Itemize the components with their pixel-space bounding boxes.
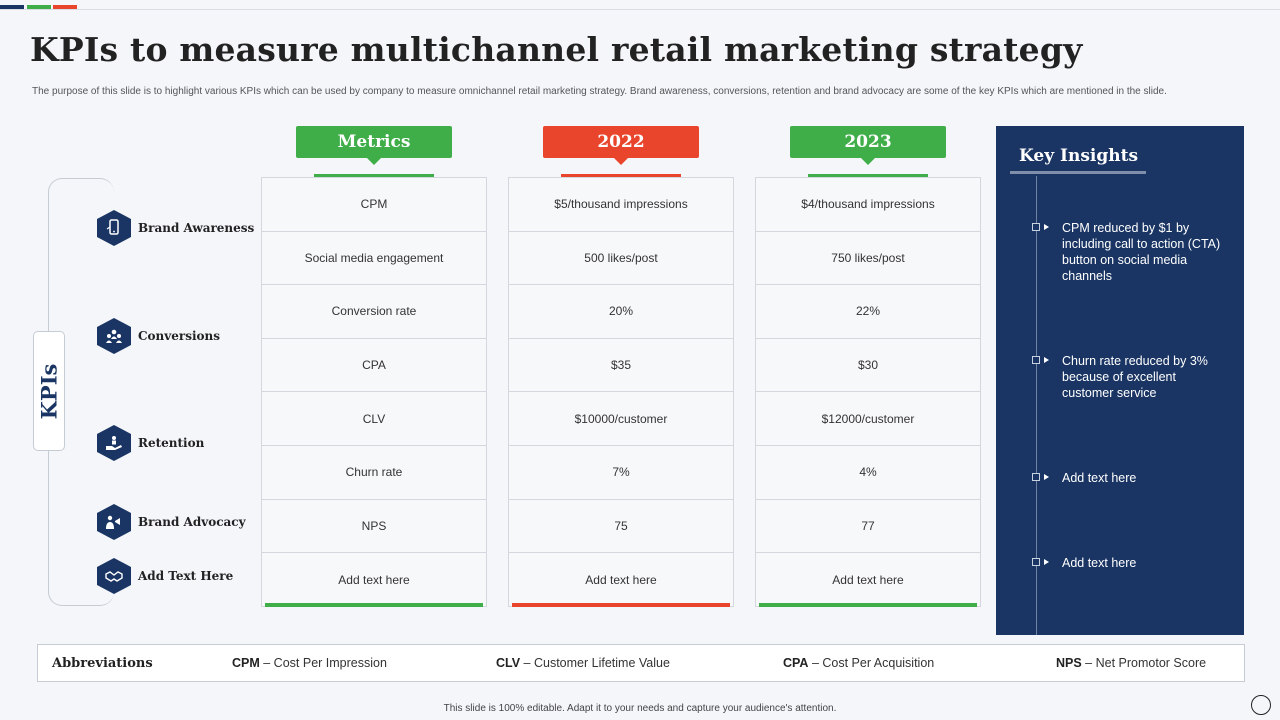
table-cell: 22% [756, 285, 980, 339]
abbreviation-key: CLV [496, 656, 521, 670]
abbreviations-bar: Abbreviations CPM – Cost Per Impression … [37, 644, 1245, 682]
column-body: CPM Social media engagement Conversion r… [261, 177, 487, 607]
kpi-label: Retention [138, 436, 205, 450]
kpi-label: Brand Advocacy [138, 515, 246, 529]
abbreviation-item: NPS – Net Promotor Score [1056, 656, 1206, 670]
kpi-label: Brand Awareness [138, 221, 255, 235]
kpi-label-text: KPIs [36, 363, 62, 419]
smartphone-icon [97, 210, 131, 246]
accent-green [27, 5, 51, 9]
kpi-vertical-label: KPIs [33, 331, 65, 451]
table-cell: Churn rate [262, 446, 486, 500]
table-cell: CLV [262, 392, 486, 446]
kpi-label: Add Text Here [138, 569, 234, 583]
abbreviation-key: NPS [1056, 656, 1082, 670]
kpi-label: Conversions [138, 329, 221, 343]
table-cell: Add text here [585, 572, 657, 587]
page-subtitle: The purpose of this slide is to highligh… [32, 86, 1167, 97]
kpi-item-add-text: Add Text Here [97, 558, 233, 594]
abbreviation-meaning: – Net Promotor Score [1081, 656, 1207, 670]
table-cell: $12000/customer [756, 392, 980, 446]
abbreviations-title: Abbreviations [52, 655, 153, 671]
column-underline [808, 174, 928, 177]
page-title: KPIs to measure multichannel retail mark… [30, 30, 1083, 69]
insight-text: CPM reduced by $1 by including call to a… [1062, 221, 1221, 283]
table-cell: Conversion rate [262, 285, 486, 339]
insight-item: Add text here [1032, 470, 1232, 486]
table-cell: $35 [509, 339, 733, 393]
key-insights-panel: Key Insights CPM reduced by $1 by includ… [996, 126, 1244, 635]
insights-underline [1010, 171, 1146, 174]
table-cell: 75 [509, 500, 733, 554]
insight-item: Add text here [1032, 555, 1232, 571]
bullet-icon [1032, 470, 1062, 484]
bullet-icon [1032, 555, 1062, 569]
column-body: $5/thousand impressions 500 likes/post 2… [508, 177, 734, 607]
top-accent-bar [0, 0, 1280, 10]
table-cell: Add text here [832, 572, 904, 587]
abbreviation-key: CPM [232, 656, 260, 670]
table-cell: Add text here [338, 572, 410, 587]
bullet-icon [1032, 220, 1062, 234]
abbreviation-meaning: – Customer Lifetime Value [520, 656, 670, 670]
table-cell: 4% [756, 446, 980, 500]
column-header-2023: 2023 [790, 126, 946, 165]
table-cell: $5/thousand impressions [509, 178, 733, 232]
abbreviation-meaning: – Cost Per Acquisition [808, 656, 935, 670]
insight-text: Churn rate reduced by 3% because of exce… [1062, 354, 1208, 400]
column-underline [314, 174, 434, 177]
insight-text: Add text here [1062, 556, 1137, 570]
table-cell: $10000/customer [509, 392, 733, 446]
insight-item: CPM reduced by $1 by including call to a… [1032, 220, 1232, 284]
accent-red [53, 5, 77, 9]
accent-navy [0, 5, 24, 9]
kpi-item-conversions: Conversions [97, 318, 220, 354]
people-group-icon [97, 318, 131, 354]
handshake-icon [97, 558, 131, 594]
table-cell: 7% [509, 446, 733, 500]
footer-note: This slide is 100% editable. Adapt it to… [443, 703, 837, 714]
abbreviation-meaning: – Cost Per Impression [259, 656, 387, 670]
abbreviation-item: CPM – Cost Per Impression [232, 656, 387, 670]
table-cell: CPA [262, 339, 486, 393]
table-cell: Social media engagement [262, 232, 486, 286]
hand-person-icon [97, 425, 131, 461]
table-cell: $30 [756, 339, 980, 393]
kpi-item-retention: Retention [97, 425, 204, 461]
column-bottom-bar [759, 603, 977, 607]
megaphone-person-icon [97, 504, 131, 540]
column-header-metrics: Metrics [296, 126, 452, 165]
table-cell: $4/thousand impressions [756, 178, 980, 232]
table-cell: 750 likes/post [756, 232, 980, 286]
column-body: $4/thousand impressions 750 likes/post 2… [755, 177, 981, 607]
kpi-item-brand-awareness: Brand Awareness [97, 210, 254, 246]
table-cell: CPM [262, 178, 486, 232]
insights-title: Key Insights [1019, 146, 1139, 166]
insight-text: Add text here [1062, 471, 1137, 485]
table-cell: 20% [509, 285, 733, 339]
table-cell: 77 [756, 500, 980, 554]
insight-item: Churn rate reduced by 3% because of exce… [1032, 353, 1232, 401]
insights-timeline [1036, 176, 1037, 635]
abbreviation-key: CPA [783, 656, 809, 670]
bullet-icon [1032, 353, 1062, 367]
column-bottom-bar [512, 603, 730, 607]
table-cell: NPS [262, 500, 486, 554]
column-underline [561, 174, 681, 177]
column-bottom-bar [265, 603, 483, 607]
abbreviation-item: CLV – Customer Lifetime Value [496, 656, 670, 670]
slide-nav-button[interactable] [1251, 695, 1271, 715]
table-cell: 500 likes/post [509, 232, 733, 286]
abbreviation-item: CPA – Cost Per Acquisition [783, 656, 934, 670]
kpi-item-brand-advocacy: Brand Advocacy [97, 504, 246, 540]
column-header-2022: 2022 [543, 126, 699, 165]
